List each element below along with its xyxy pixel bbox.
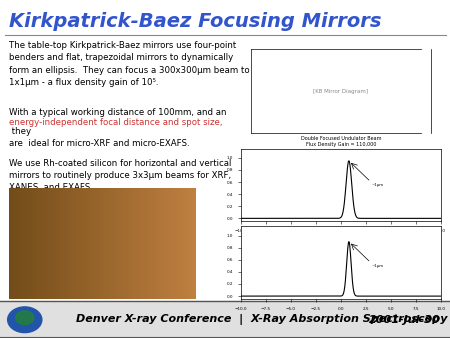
Text: 2001-Jul-30: 2001-Jul-30 (369, 315, 441, 325)
Text: ~1µm: ~1µm (372, 264, 384, 268)
Circle shape (8, 307, 42, 333)
Text: they
are  ideal for micro-XRF and micro-EXAFS.: they are ideal for micro-XRF and micro-E… (9, 127, 189, 148)
Text: Denver X-ray Conference  |  X-Ray Absorption Spectroscopy: Denver X-ray Conference | X-Ray Absorpti… (76, 314, 448, 325)
Text: Kirkpatrick-Baez Focusing Mirrors: Kirkpatrick-Baez Focusing Mirrors (9, 12, 382, 31)
Circle shape (16, 311, 34, 324)
Text: [KB Mirror Diagram]: [KB Mirror Diagram] (313, 89, 369, 94)
Text: ~1µm: ~1µm (372, 183, 384, 187)
Text: The table-top Kirkpatrick-Baez mirrors use four-point
benders and flat, trapezoi: The table-top Kirkpatrick-Baez mirrors u… (9, 41, 250, 87)
Text: With a typical working distance of 100mm, and an: With a typical working distance of 100mm… (9, 108, 226, 117)
Title: Double Focused Undulator Beam
Flux Density Gain = 110,000: Double Focused Undulator Beam Flux Densi… (301, 136, 381, 147)
Text: energy-independent focal distance and spot size,: energy-independent focal distance and sp… (9, 118, 222, 127)
Text: We use Rh-coated silicon for horizontal and vertical
mirrors to routinely produc: We use Rh-coated silicon for horizontal … (9, 159, 231, 192)
Bar (0, 301, 450, 338)
